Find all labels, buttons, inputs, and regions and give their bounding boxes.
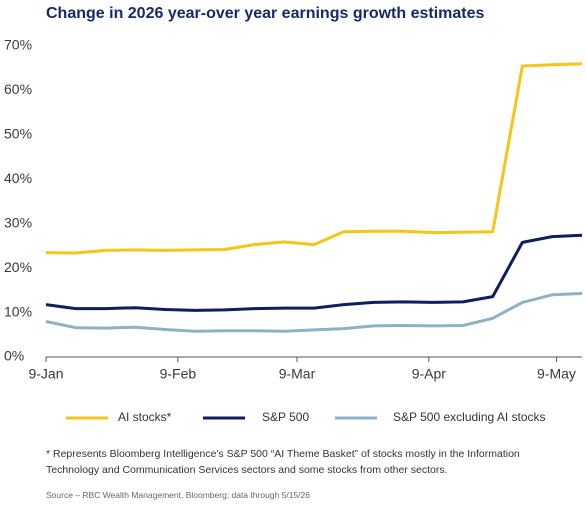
y-tick-label: 60% (4, 81, 32, 97)
y-tick-label: 0% (4, 348, 24, 364)
y-tick-label: 70% (4, 37, 32, 53)
legend-label: S&P 500 (262, 410, 309, 424)
x-tick-label: 9-May (537, 366, 576, 382)
y-tick-label: 50% (4, 126, 32, 142)
source: Source – RBC Wealth Management, Bloomber… (46, 490, 310, 500)
x-tick-label: 9-Apr (412, 366, 447, 382)
series-line (45, 233, 583, 312)
x-tick-label: 9-Feb (160, 366, 197, 382)
chart-title: Change in 2026 year-over year earnings g… (46, 5, 485, 22)
y-tick-label: 10% (4, 303, 32, 319)
legend-label: AI stocks* (118, 410, 172, 424)
y-tick-label: 30% (4, 214, 32, 230)
x-tick-label: 9-Jan (28, 366, 63, 382)
chart: Change in 2026 year-over year earnings g… (4, 5, 583, 424)
y-tick-label: 40% (4, 170, 32, 186)
legend-label: S&P 500 excluding AI stocks (393, 410, 546, 424)
x-tick-label: 9-Mar (279, 366, 316, 382)
footnote: * Represents Bloomberg Intelligence's S&… (46, 448, 520, 476)
series-line (45, 62, 583, 255)
y-tick-label: 20% (4, 259, 32, 275)
series-line (45, 292, 583, 333)
